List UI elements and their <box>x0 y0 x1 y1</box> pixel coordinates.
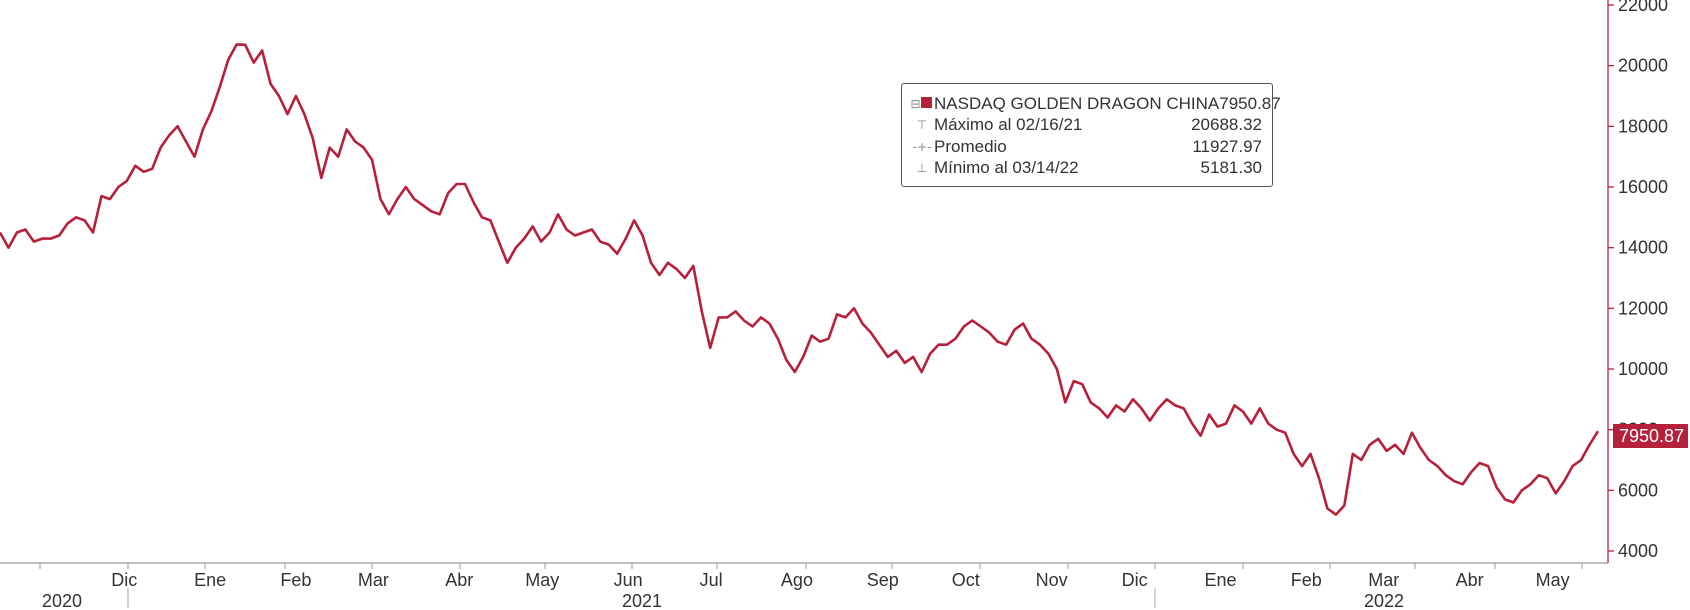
x-tick-label: Ago <box>781 570 813 590</box>
legend-series-value: 7950.87 <box>1219 93 1281 113</box>
legend: ⊟ NASDAQ GOLDEN DRAGON CHINA 7950.87 ⊤ M… <box>901 83 1281 187</box>
min-marker-icon: ⊥ <box>916 161 928 176</box>
x-tick-label: Dic <box>1122 570 1148 590</box>
x-tick-label: Sep <box>867 570 899 590</box>
legend-row-series: ⊟ NASDAQ GOLDEN DRAGON CHINA 7950.87 <box>910 93 1280 115</box>
x-tick-label: Oct <box>952 570 980 590</box>
legend-max-value: 20688.32 <box>1191 115 1262 135</box>
y-tick-label: 4000 <box>1618 541 1658 561</box>
y-axis: 4000600080001000012000140001600018000200… <box>1607 0 1668 563</box>
x-axis: Dic Ene Feb Mar Abr May Jun Jul Ago Sep Oct Nov Dic E… <box>0 562 1608 610</box>
last-value-tag: 7950.87 <box>1613 424 1689 448</box>
x-tick-label: Abr <box>1456 570 1484 590</box>
x-tick-label: May <box>525 570 559 590</box>
y-tick-label: 22000 <box>1618 0 1668 15</box>
x-tick-label: Abr <box>445 570 473 590</box>
collapse-icon: ⊟ <box>910 96 934 111</box>
max-marker-icon: ⊤ <box>916 118 928 133</box>
legend-min-value: 5181.30 <box>1200 158 1262 178</box>
series-swatch <box>920 96 932 108</box>
legend-row-avg: -+- Promedio 11927.97 <box>910 136 1262 158</box>
x-tick-label: Mar <box>358 570 389 590</box>
x-tick-label: Jul <box>700 570 723 590</box>
x-year-label: 2021 <box>622 591 662 610</box>
series-line-nasdaq-golden-dragon-china <box>0 43 1600 516</box>
legend-min-label: Mínimo al 03/14/22 <box>934 158 1079 178</box>
average-marker-icon: -+- <box>912 139 932 154</box>
legend-series-label: NASDAQ GOLDEN DRAGON CHINA <box>934 93 1220 113</box>
x-tick-label: Mar <box>1368 570 1399 590</box>
x-tick-label: Dic <box>111 570 137 590</box>
legend-row-min: ⊥ Mínimo al 03/14/22 5181.30 <box>910 158 1262 180</box>
y-tick-label: 16000 <box>1618 177 1668 197</box>
legend-max-label: Máximo al 02/16/21 <box>934 115 1083 135</box>
y-tick-label: 12000 <box>1618 298 1668 318</box>
x-tick-label: Feb <box>280 570 311 590</box>
x-tick-label: Feb <box>1291 570 1322 590</box>
x-year-label: 2020 <box>42 591 82 610</box>
legend-row-max: ⊤ Máximo al 02/16/21 20688.32 <box>910 115 1262 137</box>
x-tick-label: May <box>1536 570 1570 590</box>
y-tick-label: 10000 <box>1618 359 1668 379</box>
y-tick-label: 14000 <box>1618 238 1668 258</box>
y-tick-label: 18000 <box>1618 116 1668 136</box>
x-year-label: 2022 <box>1364 591 1404 610</box>
y-tick-label: 20000 <box>1618 56 1668 76</box>
legend-avg-value: 11927.97 <box>1192 136 1262 156</box>
x-tick-label: Jun <box>614 570 643 590</box>
legend-avg-label: Promedio <box>934 136 1007 156</box>
x-tick-label: Nov <box>1036 570 1068 590</box>
x-tick-label: Ene <box>194 570 226 590</box>
y-tick-label: 6000 <box>1618 480 1658 500</box>
x-tick-label: Ene <box>1204 570 1236 590</box>
